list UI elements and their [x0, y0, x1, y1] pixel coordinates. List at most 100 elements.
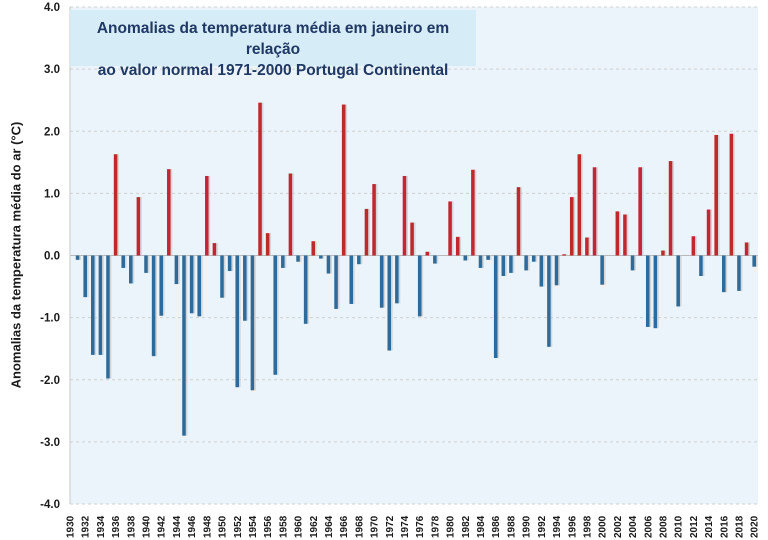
- bar-shadow-2004: [634, 255, 636, 271]
- x-tick-label: 2014: [704, 515, 715, 538]
- bar-2012: [691, 236, 696, 256]
- bar-1963: [319, 255, 323, 259]
- x-tick-label: 1968: [354, 515, 365, 538]
- bar-shadow-1956: [269, 233, 272, 256]
- bar-shadow-1966: [345, 104, 348, 256]
- x-tick-label: 1988: [506, 515, 517, 538]
- x-tick-label: 1982: [461, 515, 472, 538]
- bar-shadow-1962: [315, 241, 317, 256]
- x-tick-label: 1960: [294, 515, 305, 538]
- bar-1942: [159, 255, 164, 316]
- y-tick-label: -3.0: [40, 437, 60, 449]
- bar-shadow-1946: [193, 255, 196, 314]
- x-tick-label: 1940: [142, 515, 153, 538]
- y-axis-label: Anomalias da temperatura média do ar (°C…: [8, 121, 24, 389]
- bar-1969: [364, 208, 369, 256]
- bar-1982: [463, 255, 468, 261]
- bar-1960: [296, 255, 300, 262]
- bar-shadow-1961: [307, 255, 310, 324]
- bar-1992: [539, 255, 544, 287]
- x-tick-label: 1962: [309, 515, 320, 538]
- bar-shadow-2015: [717, 134, 720, 256]
- bar-1985: [486, 255, 490, 260]
- bar-shadow-1951: [231, 255, 234, 272]
- x-tick-label: 1938: [126, 515, 137, 538]
- bar-shadow-1990: [527, 255, 530, 271]
- bar-shadow-1982: [467, 255, 469, 261]
- bar-1999: [592, 167, 597, 256]
- bar-1944: [174, 255, 179, 285]
- bar-1965: [334, 255, 338, 309]
- bar-1977: [425, 251, 430, 256]
- bar-shadow-1970: [375, 184, 378, 256]
- x-tick-label: 1998: [582, 515, 593, 538]
- bar-shadow-1972: [391, 255, 393, 351]
- bar-1947: [197, 255, 202, 317]
- x-tick-label: 2004: [628, 515, 639, 538]
- bar-1984: [478, 255, 483, 268]
- bar-1981: [455, 236, 460, 256]
- chart-title: Anomalias da temperatura média em janeir…: [70, 10, 476, 79]
- bar-shadow-1931: [79, 255, 81, 260]
- bar-shadow-1992: [543, 255, 545, 287]
- bar-shadow-1984: [482, 255, 484, 268]
- y-tick-label: 0.0: [44, 251, 60, 263]
- bar-1937: [121, 255, 126, 268]
- bar-2013: [699, 255, 703, 276]
- bar-1952: [235, 255, 240, 388]
- bar-1948: [205, 175, 209, 256]
- x-tick-label: 2012: [689, 515, 700, 538]
- bar-2019: [744, 242, 749, 256]
- x-tick-label: 1948: [202, 515, 213, 538]
- x-tick-label: 2006: [643, 515, 654, 538]
- bar-shadow-1949: [216, 243, 218, 256]
- bar-shadow-2009: [672, 161, 674, 256]
- x-tick-label: 1990: [522, 515, 533, 538]
- x-tick-label: 1950: [218, 515, 229, 538]
- x-tick-label: 1936: [111, 515, 122, 538]
- bar-shadow-2002: [619, 211, 621, 256]
- x-tick-label: 1944: [172, 515, 183, 538]
- bar-1974: [402, 175, 407, 256]
- bar-shadow-1968: [360, 255, 363, 265]
- x-tick-label: 2020: [750, 515, 761, 538]
- y-tick-label: -2.0: [40, 375, 60, 387]
- bar-shadow-1937: [125, 255, 127, 268]
- x-tick-label: 1984: [476, 515, 487, 538]
- bar-1967: [349, 255, 354, 304]
- x-tick-label: 2016: [719, 515, 730, 538]
- y-tick-label: 2.0: [44, 126, 60, 138]
- x-tick-labels: 1930 1932 1934 1936 1938 1940 1942 1944 1946 1948…: [66, 515, 761, 538]
- bar-1972: [387, 255, 392, 351]
- bar-1939: [136, 197, 141, 256]
- bar-shadow-1995: [565, 254, 568, 256]
- bar-shadow-2020: [756, 255, 758, 267]
- x-tick-label: 1976: [415, 515, 426, 538]
- bar-1955: [258, 102, 262, 256]
- bar-shadow-2007: [657, 255, 659, 329]
- bar-1951: [227, 255, 232, 272]
- bar-1934: [98, 255, 103, 355]
- bar-1975: [410, 222, 414, 256]
- bar-shadow-1965: [337, 255, 340, 309]
- bar-shadow-2012: [695, 236, 697, 256]
- bar-1945: [182, 255, 186, 436]
- bar-shadow-1999: [596, 167, 598, 256]
- bars: [75, 102, 758, 436]
- bar-1940: [144, 255, 148, 273]
- bar-shadow-2018: [740, 255, 743, 291]
- bar-1987: [501, 255, 506, 276]
- x-tick-label: 1966: [339, 515, 350, 538]
- bar-1931: [75, 255, 80, 260]
- bar-shadow-1987: [505, 255, 507, 276]
- bar-1935: [106, 255, 110, 379]
- bar-2017: [729, 133, 734, 256]
- bar-shadow-2000: [603, 255, 606, 285]
- bar-1988: [509, 255, 513, 273]
- bar-1966: [341, 104, 346, 256]
- bar-2006: [645, 255, 650, 327]
- bar-1950: [220, 255, 224, 298]
- bar-1936: [113, 154, 118, 256]
- bar-shadow-1963: [322, 255, 325, 259]
- x-tick-label: 2002: [613, 515, 624, 538]
